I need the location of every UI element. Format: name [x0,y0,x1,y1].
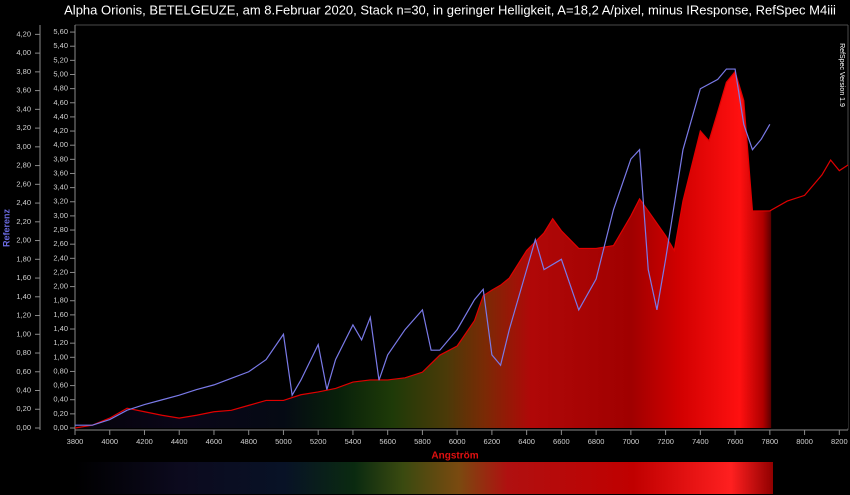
y-tick-label: 2,00 [16,236,31,245]
area-fill [75,71,848,429]
y2-tick-label: 3,20 [53,197,68,206]
y-tick-label: 3,60 [16,86,31,95]
y2-tick-label: 2,40 [53,253,68,262]
x-tick-label: 7200 [657,437,674,446]
y2-tick-label: 3,80 [53,154,68,163]
y2-tick-label: 4,20 [53,126,68,135]
y2-tick-label: 4,40 [53,112,68,121]
y2-tick-label: 5,00 [53,69,68,78]
y-tick-label: 1,60 [16,273,31,282]
y2-tick-label: 5,20 [53,55,68,64]
y2-tick-label: 2,60 [53,239,68,248]
y-tick-label: 0,40 [16,385,31,394]
x-tick-label: 4800 [240,437,257,446]
y-tick-label: 1,00 [16,329,31,338]
x-tick-label: 4400 [171,437,188,446]
y2-tick-label: 3,40 [53,183,68,192]
y2-tick-label: 2,20 [53,267,68,276]
y2-tick-label: 0,20 [53,409,68,418]
y2-tick-label: 1,40 [53,324,68,333]
y-axis-label: Referenz [1,208,11,247]
x-tick-label: 8200 [831,437,848,446]
y-tick-label: 2,40 [16,198,31,207]
x-tick-label: 4200 [136,437,153,446]
x-tick-label: 6800 [588,437,605,446]
x-tick-label: 5800 [414,437,431,446]
y2-tick-label: 3,00 [53,211,68,220]
chart-title: Alpha Orionis, BETELGEUZE, am 8.Februar … [64,2,836,17]
x-tick-label: 5400 [345,437,362,446]
y2-tick-label: 0,40 [53,395,68,404]
y-tick-label: 3,00 [16,142,31,151]
y-tick-label: 2,60 [16,179,31,188]
x-tick-label: 7600 [727,437,744,446]
y-tick-label: 0,60 [16,367,31,376]
x-tick-label: 5600 [379,437,396,446]
annotation: RefSpec Version 1.9 [838,43,845,107]
y2-tick-label: 1,20 [53,338,68,347]
x-axis-label: Angström [431,451,478,462]
y-tick-label: 0,20 [16,404,31,413]
x-tick-label: 3800 [67,437,84,446]
y-tick-label: 1,20 [16,311,31,320]
x-tick-label: 5000 [275,437,292,446]
y2-tick-label: 4,60 [53,98,68,107]
x-tick-label: 6000 [449,437,466,446]
y-tick-label: 0,80 [16,348,31,357]
y2-tick-label: 1,00 [53,352,68,361]
y2-tick-label: 4,00 [53,140,68,149]
series-line [74,70,849,429]
x-tick-label: 7400 [692,437,709,446]
y-tick-label: 0,00 [16,423,31,432]
y2-tick-label: 1,80 [53,296,68,305]
y2-tick-label: 2,00 [53,282,68,291]
x-tick-label: 4000 [101,437,118,446]
y-tick-label: 2,20 [16,217,31,226]
y-tick-label: 2,80 [16,161,31,170]
y2-tick-label: 0,00 [53,423,68,432]
y2-tick-label: 5,40 [53,41,68,50]
y2-tick-label: 0,60 [53,381,68,390]
y-tick-label: 3,40 [16,104,31,113]
y2-tick-label: 5,60 [53,27,68,36]
x-tick-label: 6400 [518,437,535,446]
spectrum-strip [75,462,773,494]
y2-tick-label: 4,80 [53,84,68,93]
x-tick-label: 8000 [796,437,813,446]
y2-tick-label: 1,60 [53,310,68,319]
y-tick-label: 1,40 [16,292,31,301]
y2-tick-label: 0,80 [53,366,68,375]
y-tick-label: 4,20 [16,29,31,38]
x-tick-label: 6600 [553,437,570,446]
x-tick-label: 7800 [761,437,778,446]
x-tick-label: 5200 [310,437,327,446]
x-tick-label: 7000 [623,437,640,446]
y-tick-label: 1,80 [16,254,31,263]
y2-tick-label: 2,80 [53,225,68,234]
series-line [75,68,771,426]
y2-tick-label: 3,60 [53,168,68,177]
y-tick-label: 3,20 [16,123,31,132]
x-tick-label: 4600 [206,437,223,446]
y-tick-label: 3,80 [16,67,31,76]
y-tick-label: 4,00 [16,48,31,57]
x-tick-label: 6200 [484,437,501,446]
